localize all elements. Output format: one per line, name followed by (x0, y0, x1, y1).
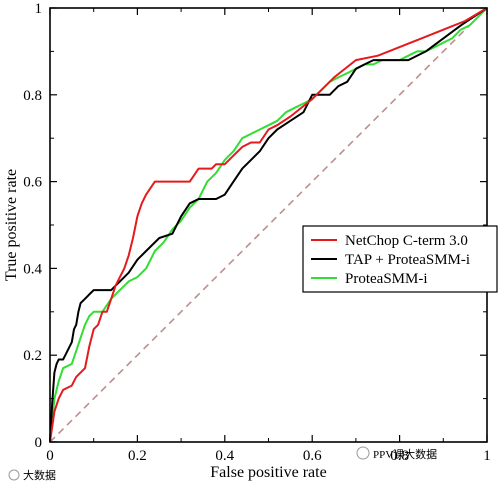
wechat-icon (8, 469, 20, 481)
diagonal-reference-line (49, 7, 488, 443)
legend-entry-label: ProteaSMM-i (345, 271, 428, 287)
y-tick-label: 0 (35, 435, 43, 451)
x-tick-label: 0.6 (303, 448, 322, 464)
x-tick-label: 0.8 (390, 448, 409, 464)
series-line-netchop-c-term-3-0 (49, 7, 488, 443)
y-tick-label: 0.4 (23, 261, 42, 277)
x-tick-label: 0 (46, 448, 54, 464)
legend: NetChop C-term 3.0 TAP + ProteaSMM-i Prote… (302, 225, 498, 293)
y-tick-label: 1 (35, 1, 43, 17)
watermark-right: PPV课大数据 (356, 446, 437, 461)
y-tick-label: 0.2 (23, 348, 42, 364)
ticks-layer: 0 0.2 0.4 0.6 0.8 1 0 0.2 0.4 0.6 0.8 1 (23, 1, 491, 464)
x-axis-label: False positive rate (210, 464, 326, 481)
series-line-tap-proteasmm-i (49, 7, 488, 443)
y-tick-label: 0.8 (23, 88, 42, 104)
legend-entry-label: NetChop C-term 3.0 (345, 233, 468, 249)
x-tick-label: 0.2 (128, 448, 147, 464)
y-tick-label: 0.6 (23, 175, 42, 191)
x-tick-label: 1 (483, 448, 491, 464)
series-layer (49, 7, 488, 443)
wechat-icon (356, 446, 370, 460)
series-line-proteasmm-i (49, 7, 488, 443)
watermark-left-text: 大数据 (23, 468, 56, 482)
y-axis-label: True positive rate (3, 169, 20, 281)
watermark-left: 大数据 (8, 468, 56, 482)
x-tick-label: 0.4 (215, 448, 234, 464)
watermark-right-text: PPV课大数据 (373, 447, 437, 461)
legend-entry-label: TAP + ProteaSMM-i (345, 252, 470, 268)
plot-area: 0 0.2 0.4 0.6 0.8 1 0 0.2 0.4 0.6 0.8 1 (23, 1, 491, 464)
